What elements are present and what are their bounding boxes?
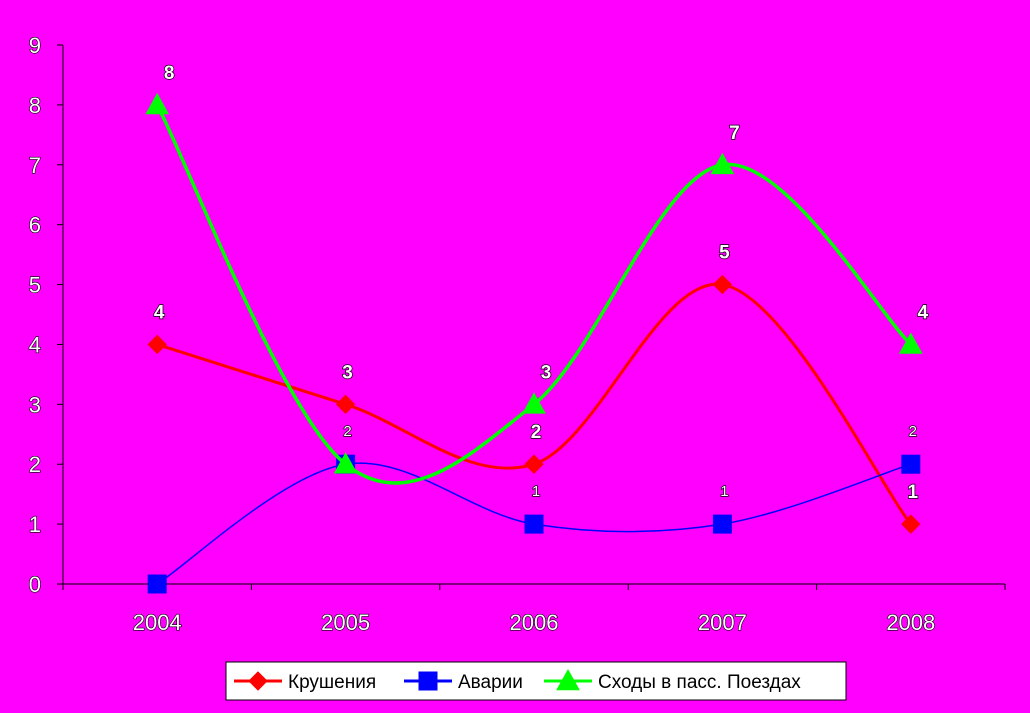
data-label: 3 [342,362,353,383]
series-2 [147,454,921,594]
series-1 [147,274,921,534]
data-label: 1 [532,483,540,500]
y-tick-label: 0 [29,572,41,597]
legend-label: Сходы в пасс. Поездах [598,672,801,693]
legend-label: Аварии [458,672,523,693]
y-tick-label: 1 [29,512,41,537]
legend-item: Аварии [404,671,523,693]
data-labels: 4 3 2 5 1 2 1 1 2 8 3 7 4 [153,62,929,504]
data-label: 3 [541,362,552,383]
data-point-diamond [712,274,733,295]
data-label: 8 [164,63,175,84]
legend-marker-triangle [556,668,580,691]
data-point-triangle [898,332,923,354]
legend-box [225,661,847,701]
data-label: 2 [909,423,917,440]
y-tick-label: 2 [29,452,41,477]
x-tick-label: 2007 [698,610,747,635]
data-label: 4 [918,302,929,323]
legend-item: Крушения [234,671,376,693]
y-tick-label: 3 [29,392,41,417]
axes: 0 1 2 3 4 5 6 7 8 9 2004 2005 2006 2007 2008 [28,32,1006,636]
legend-marker-square [418,671,438,691]
data-point-diamond [147,334,167,355]
series-line [156,282,912,526]
legend: Крушения Аварии Сходы в пасс. Поездах [225,661,847,701]
y-tick-label: 9 [29,33,41,58]
data-point-square [712,514,732,534]
data-point-triangle [710,152,735,175]
data-label: 1 [720,483,728,500]
legend-item: Сходы в пасс. Поездах [544,668,801,693]
x-tick-label: 2005 [321,610,370,635]
data-label: 2 [343,423,351,440]
y-tick-label: 4 [29,332,41,357]
data-point-triangle [145,92,170,115]
data-label: 1 [908,482,919,503]
data-point-square [901,454,921,474]
data-point-square [524,514,544,534]
legend-marker-diamond [248,671,268,691]
y-tick-label: 6 [29,213,41,238]
x-tick-label: 2008 [886,610,935,635]
data-label: 2 [531,422,542,443]
data-label: 5 [719,243,730,264]
series-layer [145,92,923,594]
x-tick-label: 2004 [133,610,182,635]
data-point-diamond [335,394,356,415]
data-point-triangle [522,392,546,414]
data-point-square [147,574,167,594]
data-label: 4 [154,302,165,323]
y-tick-label: 7 [29,153,41,178]
data-point-triangle [333,452,358,474]
y-tick-label: 5 [29,273,41,298]
data-label: 7 [729,123,740,144]
x-tick-label: 2006 [510,610,559,635]
series-3 [145,92,923,485]
y-tick-label: 8 [29,93,41,118]
legend-label: Крушения [288,672,376,693]
data-point-diamond [524,454,544,474]
data-point-diamond [901,514,921,534]
